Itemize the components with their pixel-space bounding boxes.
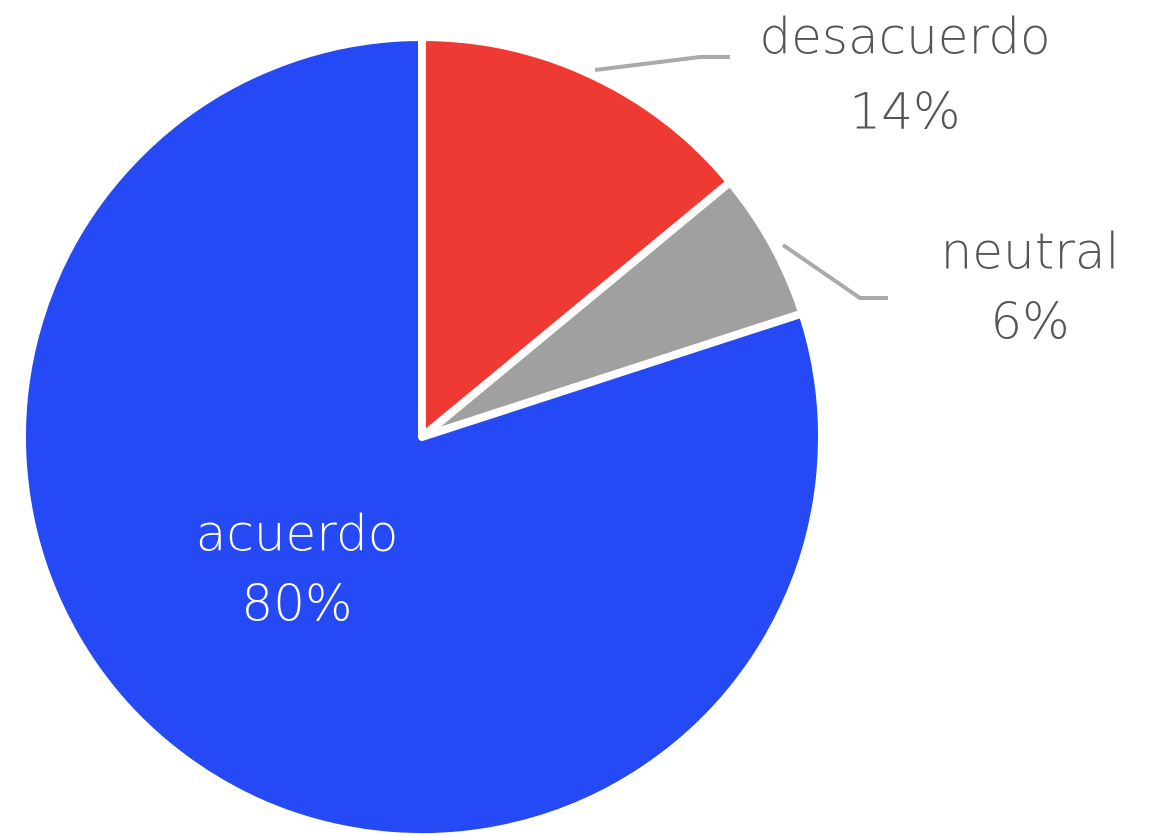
pie-slice xyxy=(18,33,826,837)
pie-slice xyxy=(418,33,735,441)
leader-line xyxy=(781,243,888,300)
slice-label: desacuerdo xyxy=(759,8,1050,66)
slice-value-label: 14% xyxy=(849,83,960,141)
pie-slice xyxy=(418,178,807,441)
slice-value-label: 80% xyxy=(241,575,352,633)
leader-line xyxy=(594,55,730,72)
slice-label: neutral xyxy=(941,223,1120,281)
slice-value-label: 6% xyxy=(990,293,1069,351)
slice-label: acuerdo xyxy=(196,505,399,563)
